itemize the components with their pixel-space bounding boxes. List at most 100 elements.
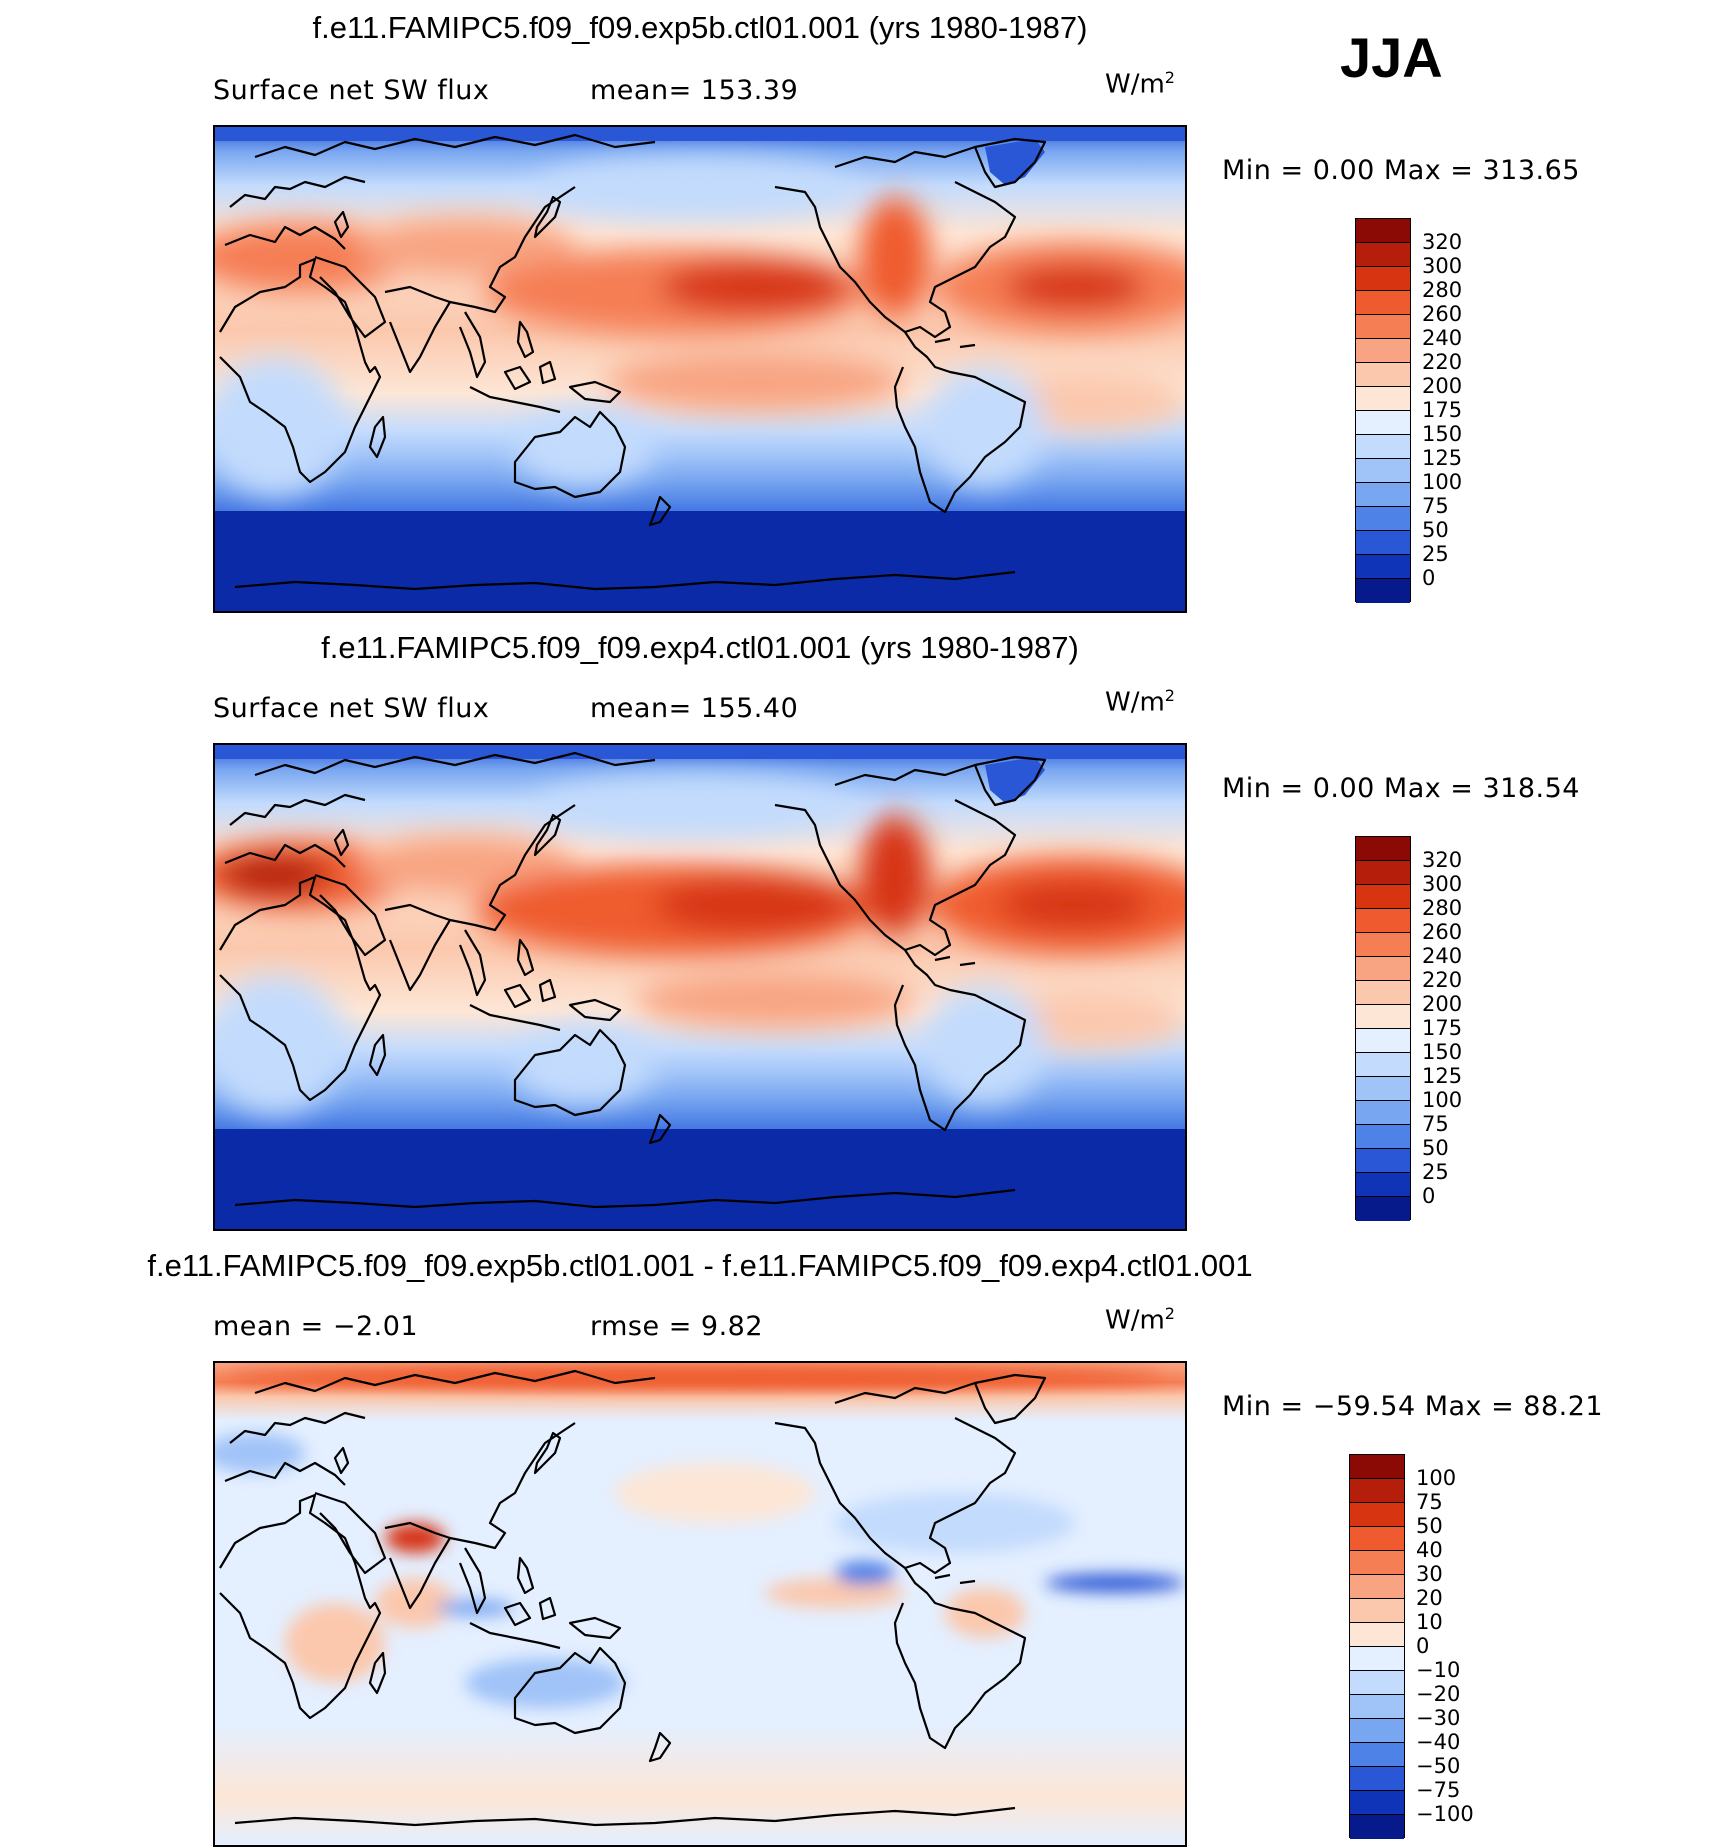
colorbar-tick-label: 320 [1422, 848, 1463, 872]
colorbar-swatch [1350, 1551, 1404, 1575]
colorbar-tick-label: −100 [1416, 1802, 1474, 1826]
colorbar-swatch [1356, 267, 1410, 291]
season-label: JJA [1340, 26, 1443, 89]
colorbar-tick-label: 125 [1422, 1064, 1463, 1088]
panel-3-mean-label: mean = −2.01 [213, 1311, 419, 1342]
colorbar-tick-label: −30 [1416, 1706, 1461, 1730]
panel-2-units: W/m2 [1105, 686, 1175, 718]
colorbar-tick-label: 260 [1422, 920, 1463, 944]
panel-2-map [213, 743, 1187, 1231]
colorbar-swatch [1356, 957, 1410, 981]
colorbar-tick-label: 25 [1422, 542, 1449, 566]
colorbar-tick-label: 25 [1422, 1160, 1449, 1184]
panel-1-title: f.e11.FAMIPC5.f09_f09.exp5b.ctl01.001 (y… [312, 10, 1088, 45]
panel-2-variable-label: Surface net SW flux [213, 693, 490, 724]
colorbar-swatch [1350, 1575, 1404, 1599]
colorbar-tick-label: 0 [1416, 1634, 1430, 1658]
panel-3-map-field [215, 1363, 1185, 1845]
colorbar-swatch [1356, 219, 1410, 243]
panel-2-title: f.e11.FAMIPC5.f09_f09.exp4.ctl01.001 (yr… [321, 630, 1079, 665]
colorbar-swatch [1356, 1101, 1410, 1125]
colorbar-tick-label: 300 [1422, 254, 1463, 278]
colorbar-swatch [1356, 1173, 1410, 1197]
colorbar-tick-label: 175 [1422, 1016, 1463, 1040]
colorbar-swatch [1350, 1719, 1404, 1743]
colorbar-tick-label: 100 [1422, 470, 1463, 494]
colorbar-swatch [1356, 1149, 1410, 1173]
panel-3-units: W/m2 [1105, 1304, 1175, 1336]
colorbar-tick-label: 0 [1422, 1184, 1436, 1208]
colorbar-tick-label: 200 [1422, 992, 1463, 1016]
colorbar-tick-label: 75 [1422, 494, 1449, 518]
colorbar-tick-label: 220 [1422, 968, 1463, 992]
panel-3-colorbar [1349, 1454, 1405, 1839]
panel-1-units: W/m2 [1105, 68, 1175, 100]
colorbar-swatch [1356, 555, 1410, 579]
colorbar-swatch [1356, 483, 1410, 507]
colorbar-swatch [1350, 1503, 1404, 1527]
colorbar-tick-label: −40 [1416, 1730, 1461, 1754]
colorbar-tick-label: 280 [1422, 278, 1463, 302]
panel-2-mean-label: mean= 155.40 [590, 693, 799, 724]
colorbar-swatch [1356, 579, 1410, 603]
panel-1-colorbar [1355, 218, 1411, 603]
panel-2-map-field [215, 745, 1185, 1229]
colorbar-tick-label: 300 [1422, 872, 1463, 896]
colorbar-swatch [1356, 243, 1410, 267]
colorbar-swatch [1356, 909, 1410, 933]
colorbar-tick-label: 175 [1422, 398, 1463, 422]
colorbar-swatch [1350, 1647, 1404, 1671]
colorbar-tick-label: 10 [1416, 1610, 1443, 1634]
colorbar-tick-label: 40 [1416, 1538, 1443, 1562]
colorbar-tick-label: 150 [1422, 422, 1463, 446]
panel-3-map [213, 1361, 1187, 1847]
colorbar-swatch [1356, 885, 1410, 909]
colorbar-swatch [1356, 459, 1410, 483]
colorbar-tick-label: 50 [1422, 518, 1449, 542]
colorbar-swatch [1356, 1197, 1410, 1221]
colorbar-tick-label: 280 [1422, 896, 1463, 920]
colorbar-tick-label: 125 [1422, 446, 1463, 470]
panel-2-minmax: Min = 0.00 Max = 318.54 [1222, 773, 1580, 804]
colorbar-swatch [1350, 1815, 1404, 1839]
colorbar-swatch [1356, 315, 1410, 339]
colorbar-swatch [1356, 1077, 1410, 1101]
colorbar-tick-label: 200 [1422, 374, 1463, 398]
panel-1-map [213, 125, 1187, 613]
colorbar-swatch [1356, 507, 1410, 531]
colorbar-swatch [1356, 981, 1410, 1005]
colorbar-swatch [1356, 861, 1410, 885]
colorbar-swatch [1356, 411, 1410, 435]
colorbar-tick-label: 0 [1422, 566, 1436, 590]
panel-3-rmse-label: rmse = 9.82 [590, 1311, 764, 1342]
colorbar-swatch [1356, 531, 1410, 555]
colorbar-tick-label: 50 [1422, 1136, 1449, 1160]
colorbar-swatch [1350, 1791, 1404, 1815]
panel-1-minmax: Min = 0.00 Max = 313.65 [1222, 155, 1580, 186]
colorbar-swatch [1356, 1005, 1410, 1029]
colorbar-swatch [1350, 1455, 1404, 1479]
panel-1-map-field [215, 127, 1185, 611]
colorbar-swatch [1350, 1695, 1404, 1719]
colorbar-swatch [1356, 1053, 1410, 1077]
colorbar-swatch [1350, 1623, 1404, 1647]
colorbar-tick-label: 100 [1416, 1466, 1457, 1490]
panel-3-minmax: Min = −59.54 Max = 88.21 [1222, 1391, 1604, 1422]
colorbar-swatch [1350, 1479, 1404, 1503]
panel-3-title: f.e11.FAMIPC5.f09_f09.exp5b.ctl01.001 - … [147, 1248, 1253, 1283]
colorbar-swatch [1356, 291, 1410, 315]
colorbar-tick-label: −50 [1416, 1754, 1461, 1778]
colorbar-swatch [1350, 1671, 1404, 1695]
colorbar-tick-label: −75 [1416, 1778, 1461, 1802]
colorbar-swatch [1356, 1029, 1410, 1053]
panel-2-colorbar [1355, 836, 1411, 1221]
colorbar-tick-label: 20 [1416, 1586, 1443, 1610]
colorbar-tick-label: 150 [1422, 1040, 1463, 1064]
colorbar-swatch [1350, 1599, 1404, 1623]
colorbar-tick-label: 50 [1416, 1514, 1443, 1538]
colorbar-tick-label: 260 [1422, 302, 1463, 326]
colorbar-swatch [1356, 387, 1410, 411]
panel-1-variable-label: Surface net SW flux [213, 75, 490, 106]
colorbar-tick-label: 75 [1422, 1112, 1449, 1136]
colorbar-tick-label: −20 [1416, 1682, 1461, 1706]
